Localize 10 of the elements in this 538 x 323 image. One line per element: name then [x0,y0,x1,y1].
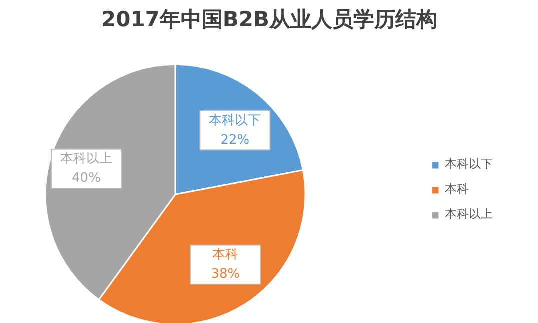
legend-label: 本科以上 [445,206,493,223]
chart-title: 2017年中国B2B从业人员学历结构 [101,8,438,32]
legend-label: 本科 [445,181,469,198]
data-label: 40% [72,171,101,186]
data-label: 38% [211,267,240,282]
legend-label: 本科以下 [445,156,493,173]
slice-label: 本科 [212,248,239,263]
slice-label: 本科以下 [209,113,262,128]
data-label: 22% [220,132,250,148]
slice-label: 本科以上 [60,152,112,167]
